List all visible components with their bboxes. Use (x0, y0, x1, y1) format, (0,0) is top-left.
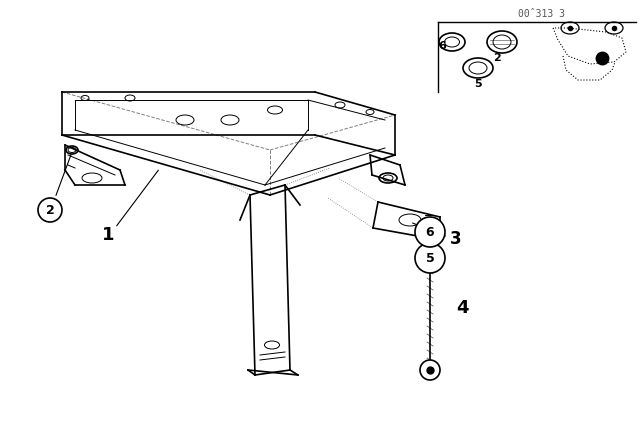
Circle shape (38, 198, 62, 222)
Circle shape (416, 244, 444, 272)
Text: 00̂313 3: 00̂313 3 (518, 9, 566, 19)
Text: 6: 6 (438, 41, 446, 51)
Text: 3: 3 (450, 230, 462, 248)
Text: 1: 1 (102, 226, 115, 244)
Text: 4: 4 (456, 299, 468, 317)
Text: 5: 5 (474, 79, 482, 89)
Circle shape (415, 217, 445, 247)
Text: 5: 5 (426, 251, 435, 264)
Text: 6: 6 (426, 225, 435, 238)
Circle shape (420, 360, 440, 380)
Text: 2: 2 (493, 53, 501, 63)
Circle shape (415, 243, 445, 273)
Circle shape (416, 218, 444, 246)
Text: 2: 2 (45, 203, 54, 216)
